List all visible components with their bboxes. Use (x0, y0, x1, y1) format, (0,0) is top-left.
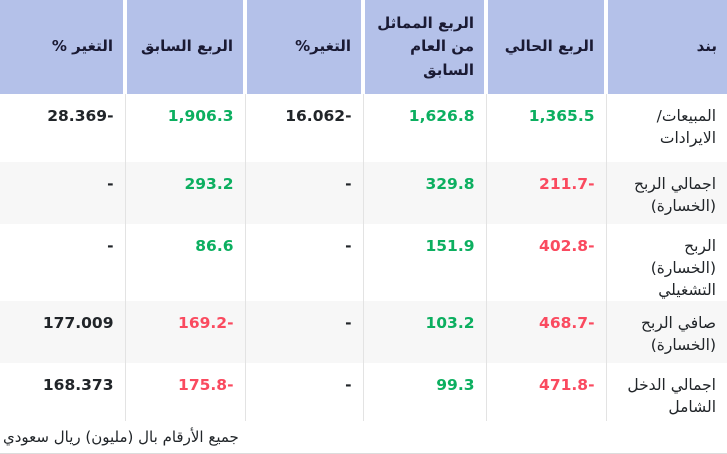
column-header-change-yoy: التغير% (243, 0, 363, 94)
table-row: المبيعات/ الايرادات 1,365.5 1,626.8 -16.062… (0, 94, 727, 162)
row-label: صافي الربح (الخسارة) (605, 301, 727, 363)
cell-change-qoq: - (107, 175, 114, 193)
table-row: اجمالي الدخل الشامل -471.8 99.3- -175.8 168.… (0, 363, 727, 421)
cell-change-qoq: 177.009 (42, 314, 114, 332)
cell-current-quarter: -468.7 (485, 301, 606, 363)
cell-current-quarter: -402.8 (485, 224, 606, 301)
cell-previous-quarter: 86.6 (124, 224, 245, 301)
column-header-current-quarter: الربع الحالي (484, 0, 606, 94)
cell-same-quarter-last-year: 1,626.8 (362, 94, 486, 162)
cell-change-qoq: -28.369 (47, 107, 114, 125)
cell-change-yoy: -16.062 (244, 94, 363, 162)
column-header-change-qoq: التغير % (0, 0, 125, 94)
cell-previous-quarter: -169.2 (124, 301, 245, 363)
table-row: الربح (الخسارة) التشغيلي -402.8 151.9-86.6… (0, 224, 727, 301)
header-row: بند الربع الحالي الربع المماثل من العام ال… (0, 0, 727, 94)
table-header: بند الربع الحالي الربع المماثل من العام ال… (0, 0, 727, 94)
row-label: المبيعات/ الايرادات (605, 94, 727, 162)
table-body: المبيعات/ الايرادات 1,365.5 1,626.8 -16.062… (0, 94, 727, 421)
cell-same-quarter-last-year: 151.9 (362, 224, 486, 301)
row-label: الربح (الخسارة) التشغيلي (605, 224, 727, 301)
cell-previous-quarter: 293.2 (124, 162, 245, 224)
cell-same-quarter-last-year: 103.2 (362, 301, 486, 363)
cell-same-quarter-last-year: 329.8 (362, 162, 486, 224)
column-header-item: بند (604, 0, 727, 94)
cell-current-quarter: -211.7 (485, 162, 606, 224)
cell-current-quarter: 1,365.5 (485, 94, 606, 162)
cell-change-qoq: - (107, 237, 114, 255)
cell-previous-quarter: -175.8 (124, 363, 245, 421)
cell-same-quarter-last-year: 99.3 (362, 363, 486, 421)
cell-change-yoy: - (244, 301, 363, 363)
cell-current-quarter: -471.8 (485, 363, 606, 421)
column-header-same-quarter-last-year: الربع المماثل من العام السابق (361, 0, 486, 94)
column-header-previous-quarter: الربع السابق (123, 0, 245, 94)
financial-results-table: بند الربع الحالي الربع المماثل من العام ال… (0, 0, 727, 421)
cell-previous-quarter: 1,906.3 (124, 94, 245, 162)
cell-change-yoy: - (244, 224, 363, 301)
table-row: صافي الربح (الخسارة) -468.7 103.2- -169.2 17… (0, 301, 727, 363)
table-row: اجمالي الربح (الخسارة) -211.7 329.8-293.2- (0, 162, 727, 224)
cell-change-qoq: 168.373 (42, 376, 114, 394)
cell-change-yoy: - (244, 162, 363, 224)
cell-change-yoy: - (244, 363, 363, 421)
row-label: اجمالي الدخل الشامل (605, 363, 727, 421)
row-label: اجمالي الربح (الخسارة) (605, 162, 727, 224)
